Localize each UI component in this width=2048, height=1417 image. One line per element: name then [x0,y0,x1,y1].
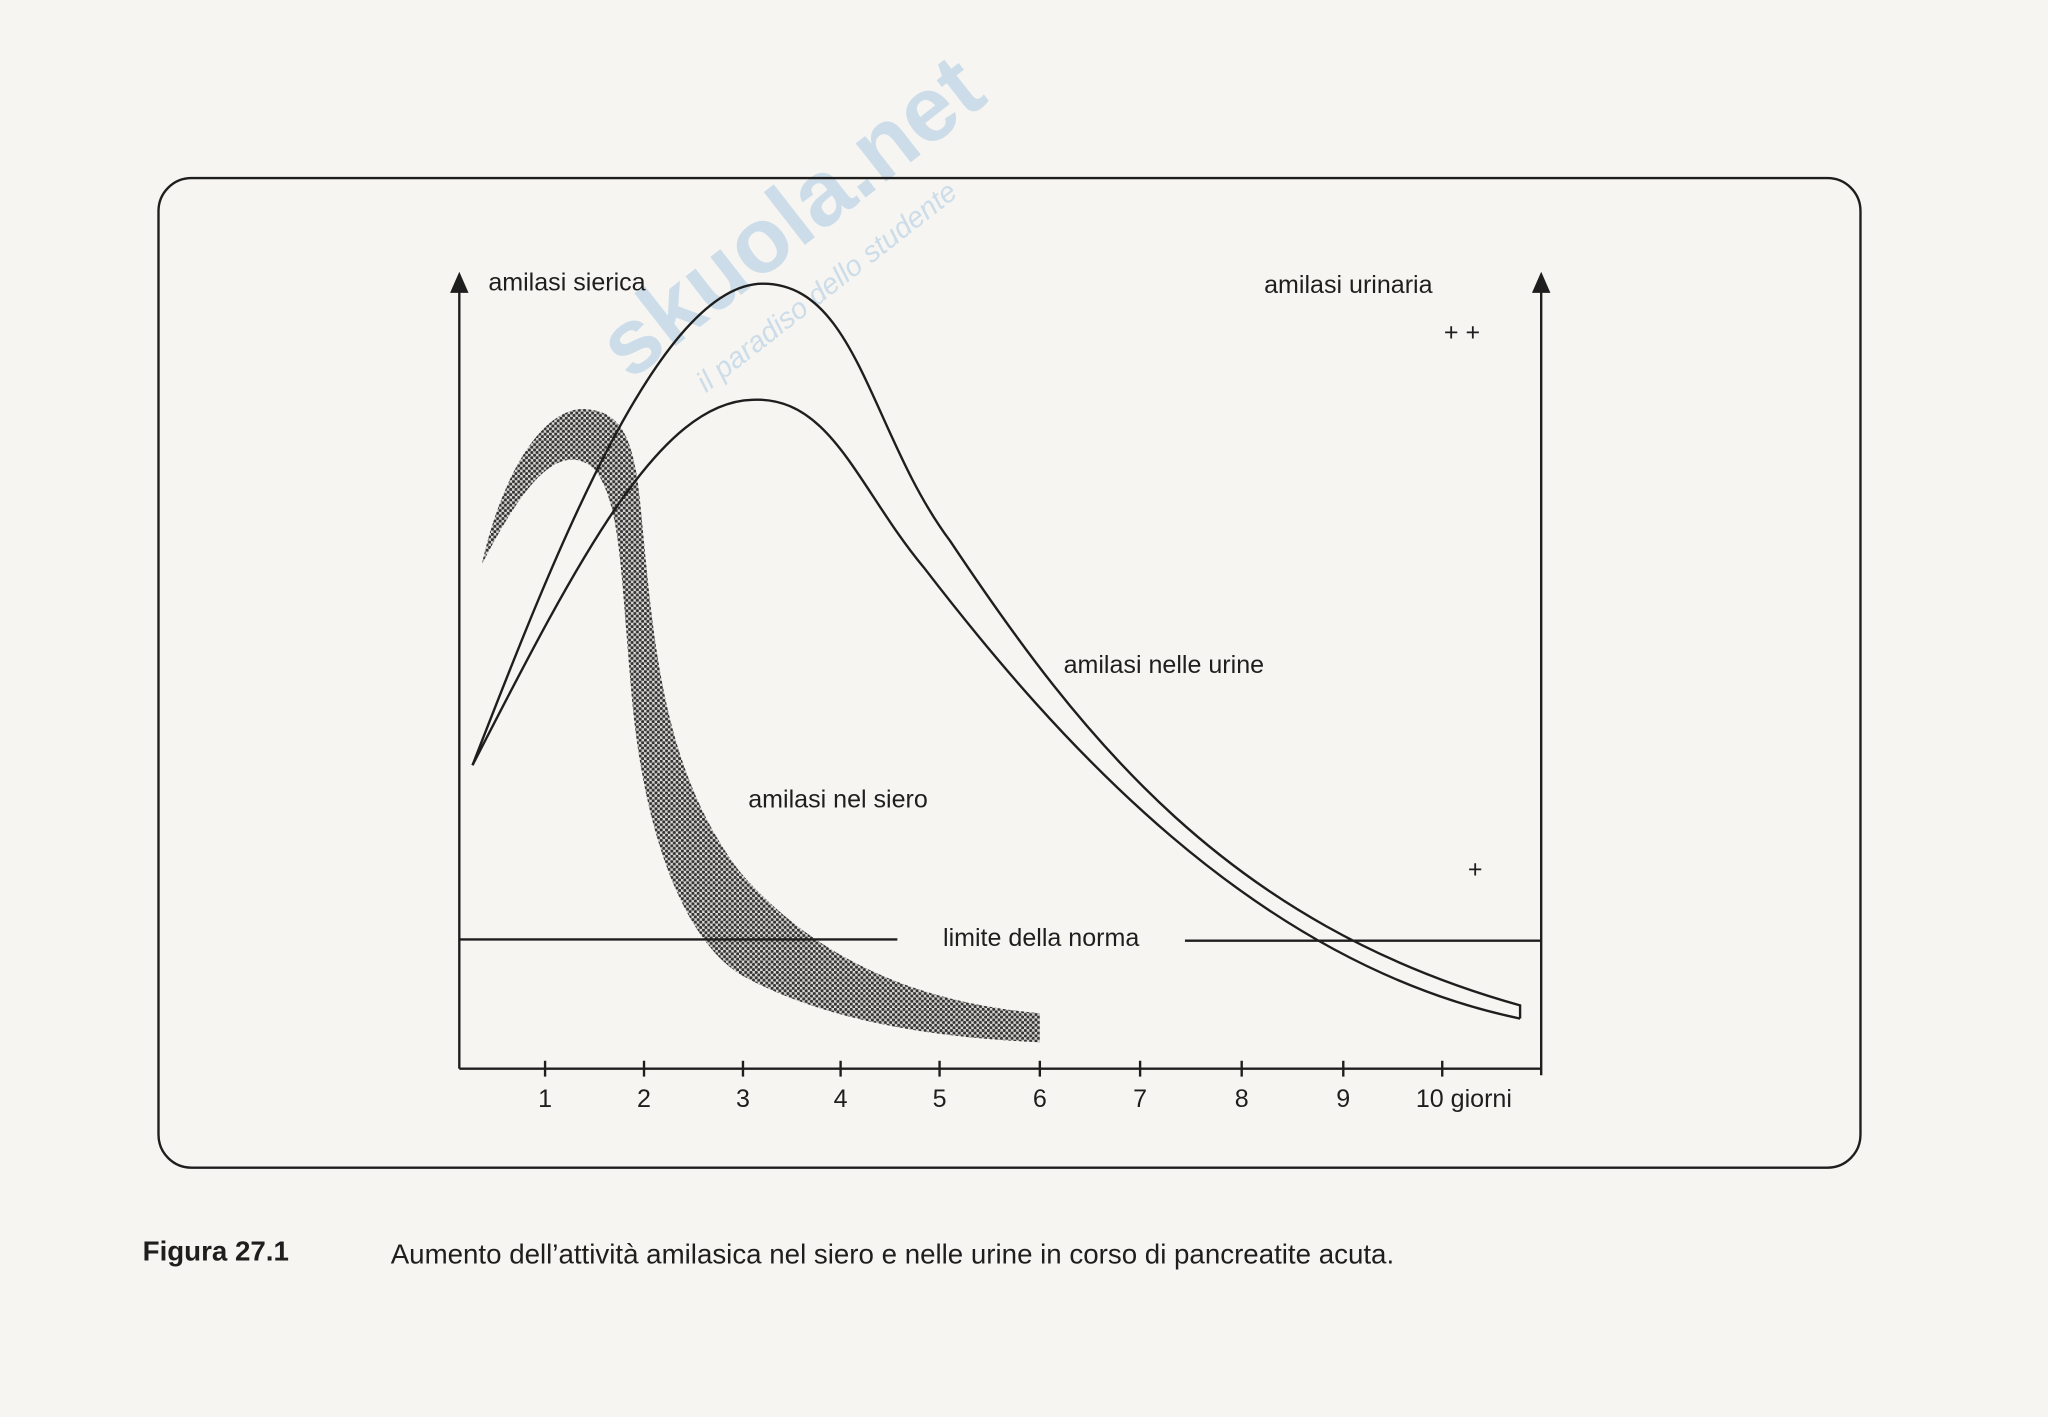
x-tick-label: 6 [1033,1085,1047,1113]
x-ticks: 1 2 3 4 5 6 7 8 9 10 giorni [538,1060,1512,1113]
x-tick-label: 9 [1336,1085,1350,1113]
urine-curve-lower [471,398,1521,1020]
x-tick-label: 4 [834,1085,848,1113]
x-tick-label: 2 [637,1085,651,1113]
x-tick-label: 3 [736,1085,750,1113]
x-tick-label: 1 [538,1085,552,1113]
right-axis-label: amilasi urinaria [1264,271,1433,299]
x-tick-label: 8 [1235,1085,1249,1113]
urine-curve-upper [471,282,1522,1019]
left-axis-label: amilasi sierica [488,268,645,296]
norm-label: limite della norma [943,924,1139,952]
serum-label: amilasi nel siero [748,785,928,813]
left-arrow [450,271,469,293]
caption-text: Aumento dell’attività amilasica nel sier… [391,1238,1394,1269]
right-arrow [1531,271,1551,293]
watermark: skuola.net il paradiso dello studente [578,34,1002,398]
x-tick-label: 7 [1133,1085,1147,1113]
caption-label: Figura 27.1 [143,1236,289,1267]
urine-label: amilasi nelle urine [1064,651,1264,679]
x-tick-label: 5 [933,1085,947,1113]
plus-marks: + + [1444,318,1480,346]
x-tick-label: 10 giorni [1416,1085,1512,1113]
serum-band [481,409,1040,1043]
frame [157,176,1862,1169]
plus-mark: + [1468,855,1483,883]
